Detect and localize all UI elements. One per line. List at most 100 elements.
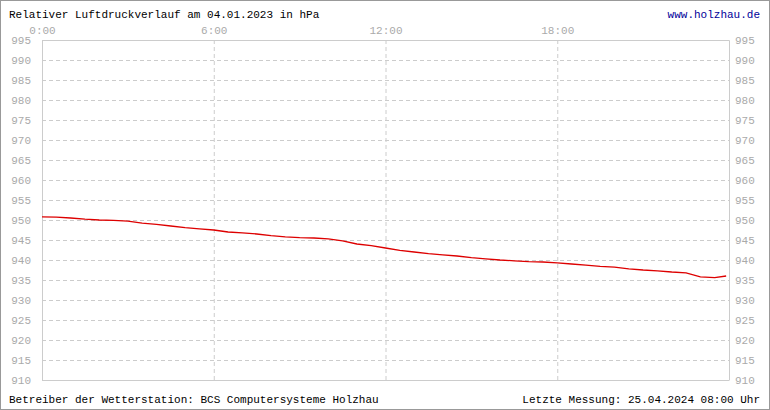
tick: 990 [11,55,42,67]
tick-label: 970 [11,135,31,147]
tick: 18:00 [541,25,574,40]
tick: 995 [729,35,755,47]
tick-label: 950 [11,215,31,227]
tick: 940 [729,255,755,267]
frame [1,1,770,410]
footer-last-measurement: Letzte Messung: 25.04.2024 08:00 Uhr [522,394,760,406]
grid-line [42,360,729,361]
tick-label: 6:00 [201,25,227,37]
tick-label: 975 [11,115,31,127]
tick: 995 [11,35,42,47]
tick-label: 18:00 [541,25,574,37]
tick-label: 0:00 [29,25,55,37]
tick: 985 [11,75,42,87]
tick: 980 [729,95,755,107]
tick-label: 920 [11,335,31,347]
tick: 945 [729,235,755,247]
tick-label: 960 [735,175,755,187]
grid-line [42,220,729,221]
grid-line [386,40,387,380]
tick-label: 950 [735,215,755,227]
tick: 950 [729,215,755,227]
grid-line [42,60,729,61]
grid-line [557,40,558,380]
x-axis: 0:00 6:00 12:00 18:00 [29,25,729,41]
tick: 920 [729,335,755,347]
tick: 910 [729,375,755,387]
tick-label: 985 [11,75,31,87]
tick-label: 960 [11,175,31,187]
tick: 935 [729,275,755,287]
axis-line [729,41,730,381]
tick: 945 [11,235,42,247]
grid-line [42,40,729,41]
grid-line [42,340,729,341]
tick: 0:00 [29,25,55,40]
tick: 980 [11,95,42,107]
grid-line [42,100,729,101]
y-axis-left: 910 915 920 925 930 935 940 945 950 955 960 965 970 9… [11,35,42,387]
tick-label: 940 [11,255,31,267]
tick: 965 [729,155,755,167]
grid-line [42,80,729,81]
tick-label: 955 [735,195,755,207]
tick: 920 [11,335,42,347]
tick: 925 [11,315,42,327]
tick: 955 [11,195,42,207]
tick-label: 930 [11,295,31,307]
title: Relativer Luftdruckverlauf am 04.01.2023… [9,9,320,21]
tick: 6:00 [201,25,227,40]
tick-label: 910 [11,375,31,387]
tick: 960 [729,175,755,187]
tick: 935 [11,275,42,287]
axis-line [42,41,43,381]
tick: 910 [11,375,42,387]
tick: 955 [729,195,755,207]
tick: 965 [11,155,42,167]
grid-line [42,380,729,381]
tick-label: 935 [11,275,31,287]
tick: 930 [729,295,755,307]
tick-label: 940 [735,255,755,267]
tick-label: 945 [11,235,31,247]
tick-label: 12:00 [369,25,402,37]
chart: 0:006:0012:0018:009109159209259309359409… [0,0,770,410]
tick-label: 925 [11,315,31,327]
tick: 950 [11,215,42,227]
tick: 12:00 [369,25,402,40]
grid-line [42,200,729,201]
axis-line [42,380,729,381]
tick-label: 965 [11,155,31,167]
grid-line [42,240,729,241]
tick-label: 930 [735,295,755,307]
tick: 940 [11,255,42,267]
tick-label: 965 [735,155,755,167]
tick-label: 985 [735,75,755,87]
footer-operator: Betreiber der Wetterstation: BCS Compute… [9,394,379,406]
tick-label: 920 [735,335,755,347]
tick-label: 990 [11,55,31,67]
tick-label: 925 [735,315,755,327]
tick-label: 935 [735,275,755,287]
tick-label: 990 [735,55,755,67]
tick-label: 915 [11,355,31,367]
grid [42,40,729,381]
link: www.holzhau.de [668,9,760,21]
tick-label: 980 [735,95,755,107]
tick: 915 [729,355,755,367]
grid-line [214,40,215,380]
tick: 975 [729,115,755,127]
tick-label: 980 [11,95,31,107]
tick: 985 [729,75,755,87]
tick-label: 995 [735,35,755,47]
tick: 990 [729,55,755,67]
tick-label: 970 [735,135,755,147]
tick-label: 945 [735,235,755,247]
tick: 930 [11,295,42,307]
tick: 970 [11,135,42,147]
axis-line [43,40,730,41]
tick: 975 [11,115,42,127]
tick-label: 915 [735,355,755,367]
tick-label: 910 [735,375,755,387]
tick-label: 995 [11,35,31,47]
